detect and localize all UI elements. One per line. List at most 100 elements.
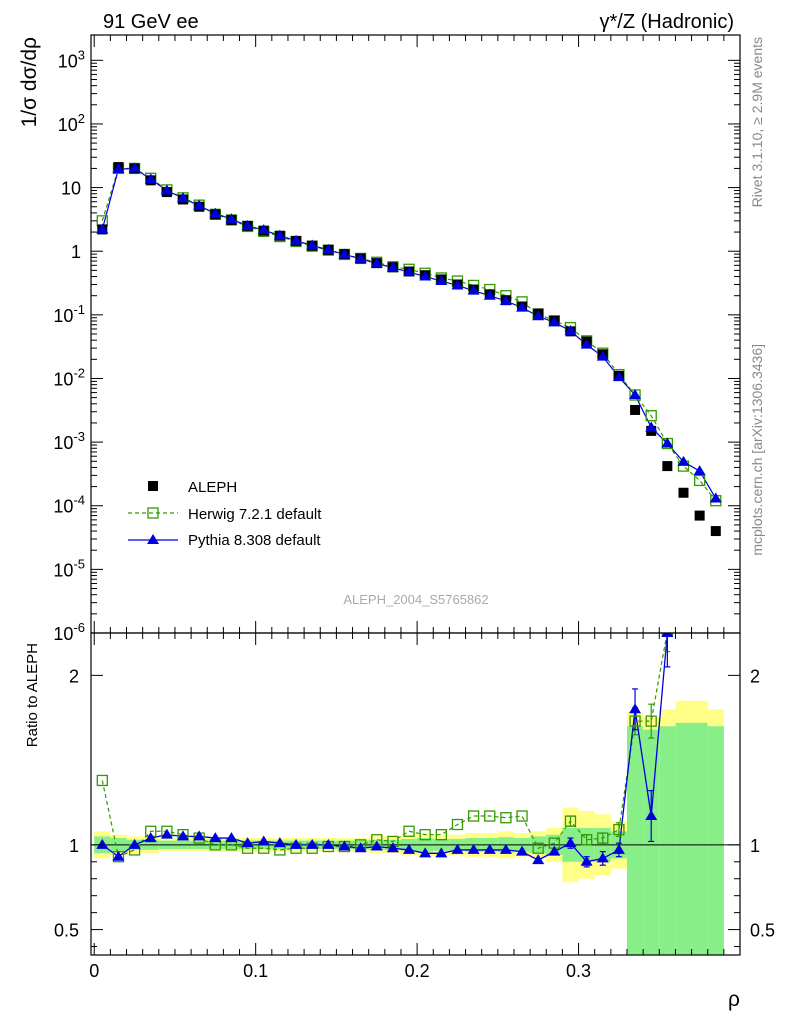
ratio-pythia-point <box>564 837 577 848</box>
y-axis-title-main: 1/σ dσ/dρ <box>18 37 41 127</box>
ratio-pythia-point <box>677 500 689 510</box>
ratio-pythia-point <box>273 837 286 848</box>
band-inner <box>675 722 692 955</box>
ratio-pythia-point <box>532 854 545 865</box>
ratio-pythia-point <box>225 832 238 843</box>
ratio-herwig-point <box>678 569 688 579</box>
ratio-herwig-point <box>451 818 464 831</box>
ratio-pythia-point <box>128 838 141 849</box>
ratio-herwig-point <box>96 774 108 787</box>
x-tick-label: 0.3 <box>566 961 591 981</box>
pythia-point <box>435 275 448 286</box>
pythia-point <box>483 289 496 300</box>
ratio-pythia-point <box>612 843 625 854</box>
pythia-point <box>322 243 335 254</box>
ratio-y-tick-label-right: 2 <box>750 666 760 686</box>
ratio-herwig-point <box>580 834 593 846</box>
ratio-herwig-point <box>613 823 625 836</box>
aleph-point <box>694 510 705 521</box>
analysis-watermark: ALEPH_2004_S5765862 <box>343 592 488 607</box>
y-tick-label: 103 <box>58 47 85 71</box>
band-inner <box>659 726 676 955</box>
pythia-point <box>209 207 222 218</box>
band-inner <box>691 722 708 955</box>
legend: ALEPH Herwig 7.2.1 default Pythia 8.308 … <box>128 479 322 549</box>
band-inner <box>626 726 644 955</box>
ratio-pythia-point <box>160 828 173 839</box>
pythia-point <box>386 261 399 272</box>
ratio-pythia-point <box>629 703 642 714</box>
ratio-pythia-point <box>580 855 593 866</box>
pythia-point <box>144 173 157 184</box>
legend-aleph-marker <box>148 481 158 491</box>
ratio-herwig-point <box>516 810 528 822</box>
pythia-point <box>564 324 577 335</box>
y-tick-label: 10-6 <box>53 620 85 644</box>
ratio-pythia-point <box>596 852 609 863</box>
pythia-point <box>306 239 319 250</box>
y-tick-label: 102 <box>58 111 85 135</box>
ratio-herwig-point <box>500 812 512 824</box>
herwig-line <box>101 167 717 502</box>
ratio-y-tick-label-right: 0.5 <box>750 921 775 941</box>
side-label-source: mcplots.cern.ch [arXiv:1306.3436] <box>749 344 765 556</box>
band-inner <box>707 726 724 955</box>
ratio-pythia-point <box>694 161 706 171</box>
ratio-herwig-point <box>435 829 447 841</box>
aleph-point <box>630 404 641 415</box>
ratio-pythia-point <box>661 633 674 637</box>
ratio-pythia-point <box>548 845 561 856</box>
ratio-herwig-point <box>597 832 609 844</box>
pythia-point <box>338 248 351 259</box>
pythia-point <box>661 437 674 448</box>
ratio-pythia-point <box>499 843 512 854</box>
legend-aleph-label: ALEPH <box>188 479 237 496</box>
ratio-pythia-point <box>290 838 303 849</box>
pythia-point <box>629 388 642 399</box>
ratio-pythia-point <box>370 840 383 851</box>
ratio-herwig-point <box>419 829 431 841</box>
pythia-point <box>403 266 416 277</box>
side-label-rivet: Rivet 3.1.10, ≥ 2.9M events <box>749 37 765 207</box>
ratio-pythia-point <box>193 830 206 841</box>
ratio-pythia-point <box>112 850 125 861</box>
ratio-pythia-point <box>306 838 319 849</box>
ratio-herwig-point <box>467 810 480 822</box>
pythia-point <box>709 492 722 503</box>
ratio-herwig-point <box>645 715 657 727</box>
ratio-pythia-point <box>435 847 448 858</box>
ratio-pythia-point <box>322 838 335 849</box>
ratio-herwig-point <box>564 815 577 827</box>
ratio-pythia-point <box>96 838 109 849</box>
ratio-herwig-point <box>403 825 415 837</box>
ratio-herwig-point <box>532 842 544 854</box>
ratio-pythia-point <box>516 845 529 856</box>
pythia-point <box>612 371 625 382</box>
pythia-point <box>257 224 270 235</box>
y-tick-label: 10-3 <box>53 429 85 453</box>
pythia-point <box>419 270 432 281</box>
pythia-point <box>499 295 512 306</box>
x-tick-label: 0 <box>89 961 99 981</box>
pythia-point <box>193 199 206 210</box>
pythia-point <box>467 284 480 295</box>
x-tick-label: 0.1 <box>243 961 268 981</box>
pythia-point <box>693 465 706 476</box>
legend-pythia-marker <box>147 534 159 544</box>
pythia-point <box>548 316 561 327</box>
y-axis-title-ratio: Ratio to ALEPH <box>24 643 41 747</box>
aleph-point <box>662 461 673 472</box>
pythia-line <box>101 167 717 499</box>
ratio-pythia-point <box>241 837 254 848</box>
pythia-point <box>273 229 286 240</box>
pythia-point <box>160 184 173 195</box>
ratio-frame <box>90 632 741 956</box>
ratio-pythia-point <box>710 449 722 459</box>
x-axis-title: ρ <box>728 988 740 1011</box>
pythia-point <box>645 421 658 432</box>
ratio-pythia-point <box>419 847 432 858</box>
ratio-pythia-point <box>257 835 270 846</box>
pythia-point <box>516 301 529 312</box>
